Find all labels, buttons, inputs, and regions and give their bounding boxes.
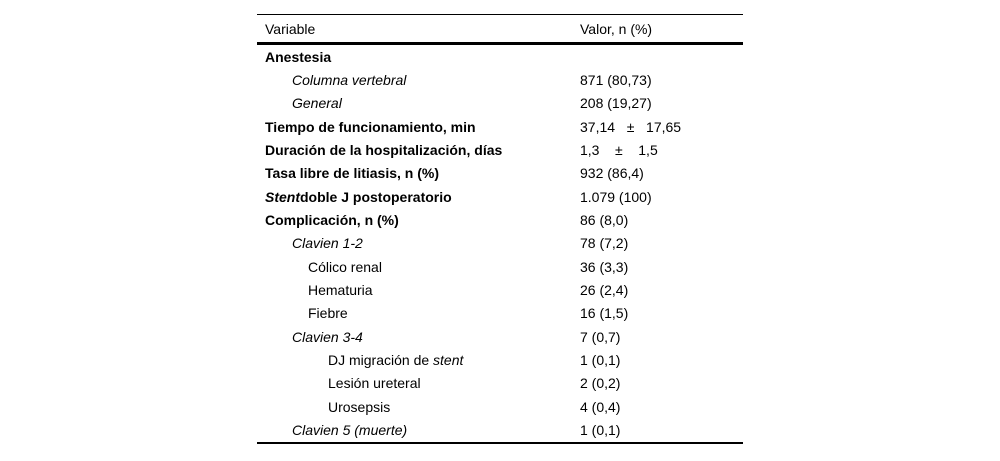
table-row: Clavien 3-4 7 (0,7) [257, 325, 743, 348]
table-row: Duración de la hospitalización, días 1,3 … [257, 138, 743, 161]
row-label-text: stent [433, 352, 464, 369]
row-value: 86 (8,0) [580, 212, 629, 229]
row-value: 1 (0,1) [580, 422, 621, 439]
row-value: 1 (0,1) [580, 352, 621, 369]
row-label: Cólico renal [257, 259, 580, 275]
table-row: Hematuria 26 (2,4) [257, 278, 743, 301]
table-row: Tasa libre de litiasis, n (%) 932 (86,4) [257, 162, 743, 185]
table-row: Fiebre 16 (1,5) [257, 302, 743, 325]
row-label-text: Fiebre [308, 305, 348, 322]
row-value: 7 (0,7) [580, 328, 621, 345]
row-label-text: Tasa libre de litiasis, n (%) [265, 165, 440, 182]
row-label-text: Anestesia [265, 48, 332, 65]
table-row: Columna vertebral 871 (80,73) [257, 68, 743, 91]
row-value: 78 (7,2) [580, 235, 629, 252]
row-value: 2 (0,2) [580, 375, 621, 392]
row-label-text: Complicación, n (%) [265, 212, 399, 229]
row-label-text: Clavien 5 (muerte) [292, 422, 408, 439]
column-header-valor: Valor, n (%) [580, 20, 653, 37]
row-label: Columna vertebral [257, 72, 580, 88]
row-label: Hematuria [257, 282, 580, 298]
row-label-text: General [292, 95, 342, 112]
row-value: 16 (1,5) [580, 305, 629, 322]
table-row: Cólico renal 36 (3,3) [257, 255, 743, 278]
row-value: 208 (19,27) [580, 95, 652, 112]
row-label: Fiebre [257, 305, 580, 321]
row-label: Tiempo de funcionamiento, min [257, 119, 580, 135]
table-row: Urosepsis 4 (0,4) [257, 395, 743, 418]
table-row: Complicación, n (%) 86 (8,0) [257, 208, 743, 231]
table-row: Clavien 1-2 78 (7,2) [257, 232, 743, 255]
row-value: 26 (2,4) [580, 282, 629, 299]
row-value: 871 (80,73) [580, 72, 652, 89]
row-label: Clavien 1-2 [257, 235, 580, 251]
column-header-variable: Variable [265, 20, 316, 37]
row-label: Urosepsis [257, 399, 580, 415]
row-label: Complicación, n (%) [257, 212, 580, 228]
table-row: Clavien 5 (muerte) 1 (0,1) [257, 419, 743, 442]
row-label-text: doble J postoperatorio [300, 188, 452, 205]
row-label: General [257, 95, 580, 111]
table-row: Stentdoble J postoperatorio 1.079 (100) [257, 185, 743, 208]
table-row: General 208 (19,27) [257, 92, 743, 115]
table-row: DJ migración de stent 1 (0,1) [257, 348, 743, 371]
row-label-text: Stent [265, 188, 300, 205]
row-label-text: Lesión ureteral [328, 375, 421, 392]
table-header: Variable Valor, n (%) [257, 15, 743, 45]
row-label-text: Columna vertebral [292, 72, 407, 89]
row-value: 1,3 ± 1,5 [580, 142, 658, 159]
row-value: 4 (0,4) [580, 398, 621, 415]
row-label-text: Clavien 3-4 [292, 328, 363, 345]
row-value: 932 (86,4) [580, 165, 644, 182]
row-label: DJ migración de stent [257, 352, 580, 368]
row-value: 36 (3,3) [580, 258, 629, 275]
row-label-text: DJ migración de [328, 352, 434, 369]
row-label: Lesión ureteral [257, 375, 580, 391]
table-row: Lesión ureteral 2 (0,2) [257, 372, 743, 395]
row-label: Stentdoble J postoperatorio [257, 189, 580, 205]
row-label-text: Duración de la hospitalización, días [265, 142, 503, 159]
results-table: Variable Valor, n (%) Anestesia Columna v… [257, 14, 743, 444]
row-label: Tasa libre de litiasis, n (%) [257, 165, 580, 181]
row-label-text: Tiempo de funcionamiento, min [265, 118, 476, 135]
row-label: Duración de la hospitalización, días [257, 142, 580, 158]
row-label-text: Hematuria [308, 282, 373, 299]
row-label: Clavien 3-4 [257, 329, 580, 345]
table-body: Anestesia Columna vertebral 871 (80,73) Gen… [257, 45, 743, 444]
row-label-text: Urosepsis [328, 398, 391, 415]
table-row: Anestesia [257, 45, 743, 68]
row-value: 37,14 ± 17,65 [580, 118, 682, 135]
row-value: 1.079 (100) [580, 188, 652, 205]
table-row: Tiempo de funcionamiento, min 37,14 ± 17,… [257, 115, 743, 138]
row-label: Anestesia [257, 49, 580, 65]
row-label-text: Clavien 1-2 [292, 235, 363, 252]
row-label-text: Cólico renal [308, 258, 382, 275]
row-label: Clavien 5 (muerte) [257, 422, 580, 438]
